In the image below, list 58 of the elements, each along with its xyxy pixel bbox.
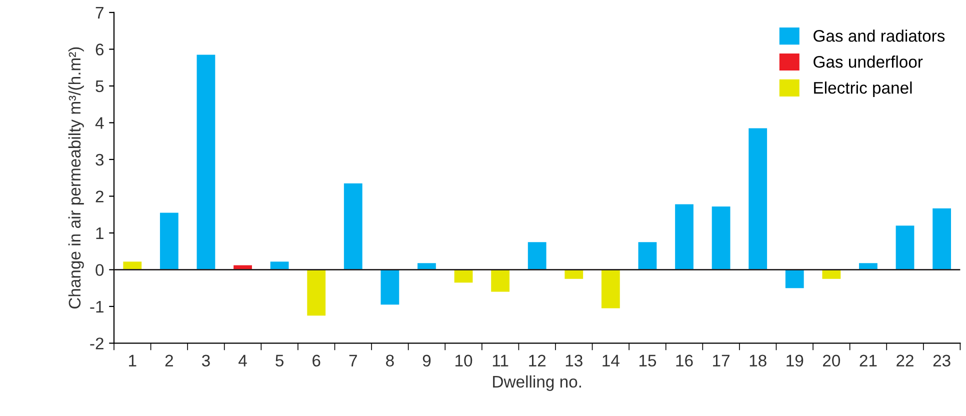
x-tick-label: 6: [312, 354, 320, 367]
y-axis-title: Change in air permeabilty m³/(h.m²): [68, 47, 84, 309]
x-tick-label: 18: [750, 354, 766, 367]
x-tick-label: 23: [933, 354, 950, 367]
x-tick-label: 16: [676, 354, 693, 367]
x-tick-label: 17: [713, 354, 730, 366]
x-tick-label: 14: [602, 354, 620, 366]
bar: [491, 270, 510, 292]
y-tick-label: 4: [95, 117, 104, 129]
x-tick-label: 1: [129, 354, 136, 366]
bar: [859, 263, 878, 270]
x-tick-label: 20: [823, 354, 840, 367]
x-tick-label: 8: [386, 354, 394, 367]
x-tick-label: 15: [639, 354, 656, 367]
bar: [307, 270, 326, 316]
y-tick-label: -2: [90, 338, 104, 350]
bar: [675, 204, 694, 270]
x-axis-title: Dwelling no.: [493, 375, 581, 391]
bar: [380, 270, 400, 305]
bar: [528, 242, 546, 270]
legend-label: Gas and radiators: [814, 30, 945, 42]
bar: [785, 270, 804, 288]
x-tick-label: 2: [165, 354, 173, 366]
x-tick-label: 4: [238, 354, 247, 366]
bar: [712, 206, 730, 270]
bar: [601, 270, 620, 308]
y-tick-label: 7: [96, 7, 104, 19]
x-tick-label: 5: [276, 354, 284, 367]
y-tick-label: 2: [96, 190, 104, 202]
bar: [418, 263, 436, 270]
bar: [932, 208, 952, 270]
bar: [270, 262, 289, 270]
legend-label: Electric panel: [814, 81, 912, 98]
x-tick-label: 22: [896, 354, 914, 366]
x-tick-label: 3: [202, 354, 210, 367]
y-tick-label: 3: [96, 154, 104, 166]
bar: [748, 128, 768, 270]
x-tick-label: 9: [422, 354, 431, 367]
y-tick-label: 1: [96, 228, 104, 239]
y-tick-label: 0: [96, 264, 104, 276]
x-tick-label: 19: [786, 354, 804, 367]
x-tick-label: 10: [456, 354, 472, 367]
bar: [454, 270, 473, 283]
bar: [160, 212, 178, 270]
bar: [344, 183, 362, 270]
x-tick-label: 7: [349, 354, 357, 366]
y-tick-label: 6: [96, 44, 104, 56]
x-tick-label: 13: [566, 354, 582, 367]
bar: [638, 242, 657, 270]
bar: [123, 262, 142, 270]
bar: [196, 54, 216, 270]
y-tick-label: 5: [96, 80, 104, 92]
x-tick-label: 11: [492, 354, 508, 366]
x-tick-label: 12: [529, 354, 546, 366]
bar: [896, 226, 914, 270]
y-tick-label: -1: [90, 301, 104, 312]
x-tick-label: 21: [860, 354, 877, 366]
legend-label: Gas underfloor: [814, 56, 923, 68]
